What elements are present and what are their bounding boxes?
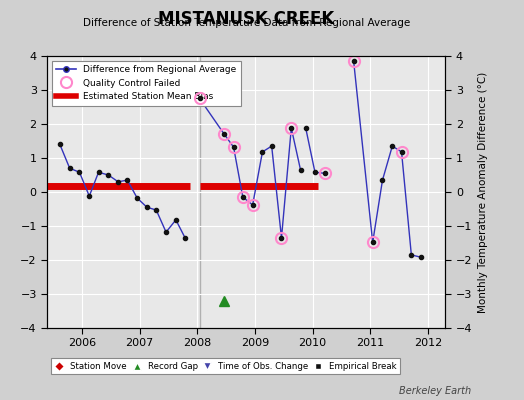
Text: Difference of Station Temperature Data from Regional Average: Difference of Station Temperature Data f… xyxy=(83,18,410,28)
Text: MISTANUSK CREEK: MISTANUSK CREEK xyxy=(158,10,334,28)
Text: Berkeley Earth: Berkeley Earth xyxy=(399,386,472,396)
Legend: Station Move, Record Gap, Time of Obs. Change, Empirical Break: Station Move, Record Gap, Time of Obs. C… xyxy=(51,358,400,374)
Y-axis label: Monthly Temperature Anomaly Difference (°C): Monthly Temperature Anomaly Difference (… xyxy=(478,71,488,313)
